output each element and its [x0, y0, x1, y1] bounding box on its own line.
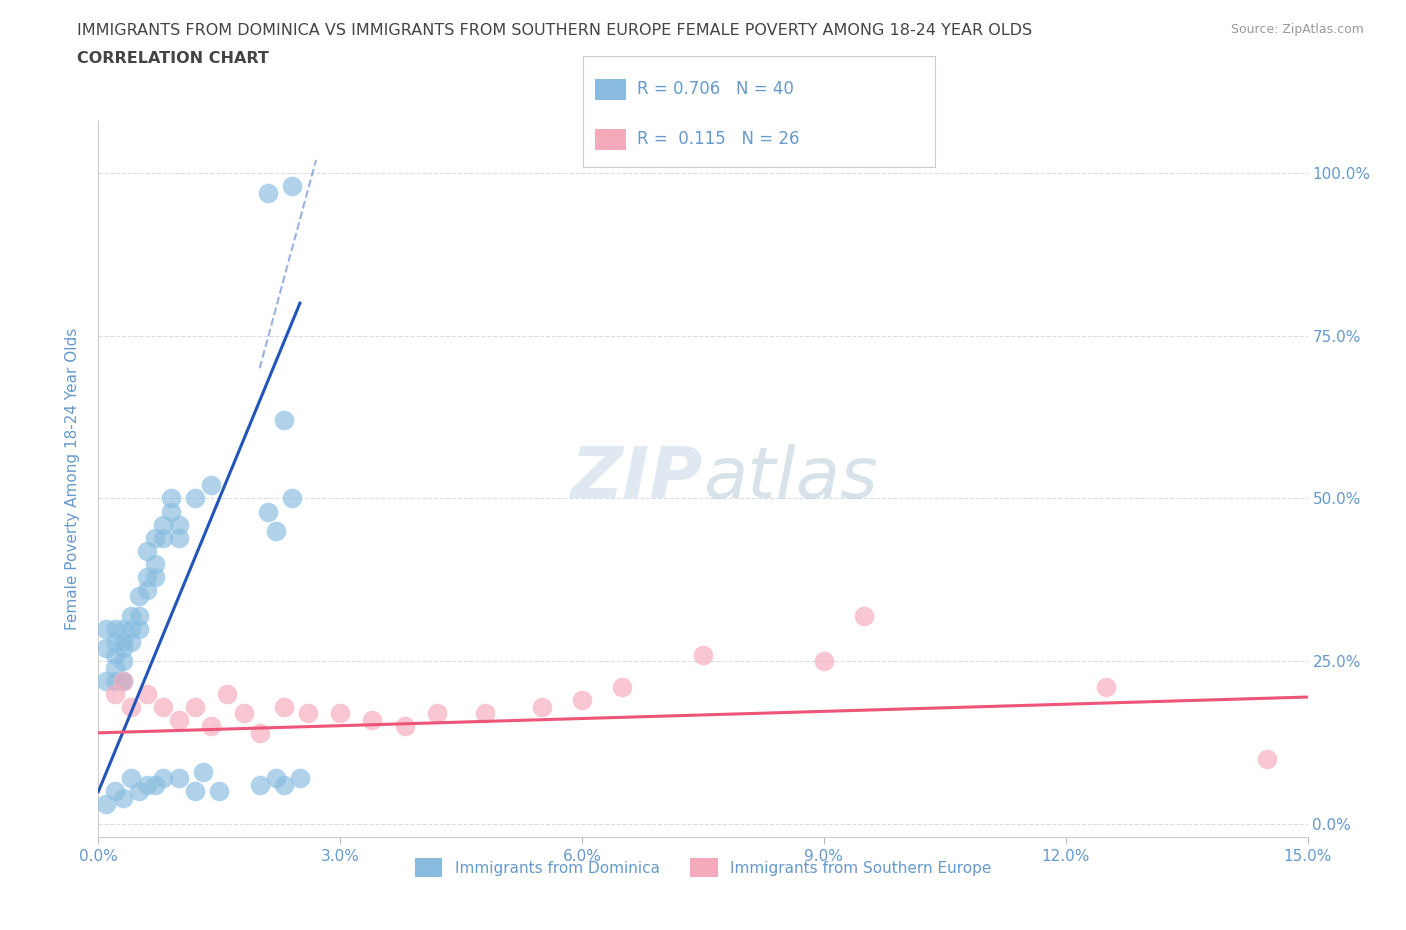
Point	[111, 790, 134, 805]
Point	[1095, 680, 1118, 695]
Point	[135, 777, 157, 792]
Point	[256, 504, 278, 519]
Point	[103, 647, 125, 662]
Point	[208, 784, 231, 799]
Text: ZIP: ZIP	[571, 445, 703, 513]
Point	[1256, 751, 1278, 766]
Legend: Immigrants from Dominica, Immigrants from Southern Europe: Immigrants from Dominica, Immigrants fro…	[409, 852, 997, 883]
Point	[249, 777, 271, 792]
Point	[426, 706, 449, 721]
Point	[273, 699, 295, 714]
Point	[143, 556, 166, 571]
Point	[103, 673, 125, 688]
Point	[120, 621, 142, 636]
Point	[361, 712, 384, 727]
Point	[273, 413, 295, 428]
Point	[200, 719, 222, 734]
Point	[111, 673, 134, 688]
Point	[135, 582, 157, 597]
Point	[152, 530, 174, 545]
Point	[96, 621, 118, 636]
Point	[160, 504, 183, 519]
Point	[103, 634, 125, 649]
Point	[128, 621, 150, 636]
Point	[135, 686, 157, 701]
Point	[135, 543, 157, 558]
Point	[96, 673, 118, 688]
Point	[612, 680, 634, 695]
Text: R =  0.115   N = 26: R = 0.115 N = 26	[637, 130, 800, 149]
Point	[152, 517, 174, 532]
Point	[120, 699, 142, 714]
Point	[111, 621, 134, 636]
Point	[143, 777, 166, 792]
Point	[394, 719, 416, 734]
Point	[167, 771, 190, 786]
Point	[103, 686, 125, 701]
Point	[103, 784, 125, 799]
Point	[297, 706, 319, 721]
Point	[474, 706, 496, 721]
Point	[167, 530, 190, 545]
Point	[281, 491, 304, 506]
Point	[143, 530, 166, 545]
Y-axis label: Female Poverty Among 18-24 Year Olds: Female Poverty Among 18-24 Year Olds	[65, 328, 80, 631]
Point	[530, 699, 553, 714]
Point	[571, 693, 593, 708]
Text: CORRELATION CHART: CORRELATION CHART	[77, 51, 269, 66]
Point	[103, 660, 125, 675]
Point	[249, 725, 271, 740]
Point	[96, 797, 118, 812]
Point	[232, 706, 254, 721]
Point	[264, 771, 287, 786]
Point	[200, 478, 222, 493]
Point	[273, 777, 295, 792]
Point	[128, 784, 150, 799]
Point	[853, 608, 876, 623]
Point	[111, 673, 134, 688]
Point	[217, 686, 239, 701]
Point	[184, 784, 207, 799]
Point	[152, 699, 174, 714]
Text: Source: ZipAtlas.com: Source: ZipAtlas.com	[1230, 23, 1364, 36]
Point	[96, 641, 118, 656]
Point	[160, 491, 183, 506]
Text: IMMIGRANTS FROM DOMINICA VS IMMIGRANTS FROM SOUTHERN EUROPE FEMALE POVERTY AMONG: IMMIGRANTS FROM DOMINICA VS IMMIGRANTS F…	[77, 23, 1032, 38]
Point	[281, 179, 304, 193]
Point	[128, 589, 150, 604]
Text: atlas: atlas	[703, 445, 877, 513]
Point	[329, 706, 352, 721]
Point	[813, 654, 835, 669]
Point	[288, 771, 311, 786]
Point	[692, 647, 714, 662]
Point	[103, 621, 125, 636]
Text: R = 0.706   N = 40: R = 0.706 N = 40	[637, 80, 794, 99]
Point	[128, 608, 150, 623]
Point	[167, 712, 190, 727]
Point	[120, 634, 142, 649]
Point	[111, 634, 134, 649]
Point	[111, 673, 134, 688]
Point	[135, 569, 157, 584]
Point	[111, 654, 134, 669]
Point	[167, 517, 190, 532]
Point	[120, 608, 142, 623]
Point	[264, 524, 287, 538]
Point	[143, 569, 166, 584]
Point	[184, 699, 207, 714]
Point	[184, 491, 207, 506]
Point	[256, 185, 278, 200]
Point	[152, 771, 174, 786]
Point	[193, 764, 215, 779]
Point	[111, 641, 134, 656]
Point	[120, 771, 142, 786]
